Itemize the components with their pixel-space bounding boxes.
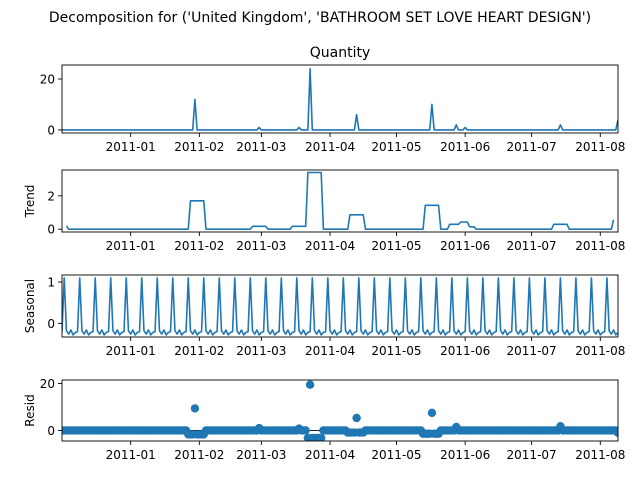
resid-xtick-label: 2011-01 xyxy=(106,448,156,462)
quantity-xtick-label: 2011-05 xyxy=(371,140,421,154)
trend-ylabel: Trend xyxy=(23,185,37,219)
resid-point xyxy=(613,428,618,437)
seasonal-xtick-label: 2011-07 xyxy=(507,344,557,358)
resid-point xyxy=(301,426,310,435)
trend-axes: 0 2 2011-01 2011-02 2011-03 2011-04 2011-05 201… xyxy=(23,169,625,253)
trend-xtick-label: 2011-03 xyxy=(236,239,286,253)
trend-ytick-label: 2 xyxy=(47,189,55,203)
resid-ytick-label: 0 xyxy=(47,424,55,438)
resid-point xyxy=(352,413,361,423)
trend-ytick-label: 0 xyxy=(47,223,55,237)
seasonal-axes-frame xyxy=(61,274,619,338)
resid-ylabel: Resid xyxy=(23,394,37,426)
resid-ytick-label: 20 xyxy=(40,377,55,391)
resid-xtick-label: 2011-06 xyxy=(440,448,490,462)
resid-axes: 0 20 2011-01 2011-02 2011-03 2011-04 2011-05 20… xyxy=(23,377,625,462)
seasonal-xtick-label: 2011-01 xyxy=(106,344,156,358)
figure-suptitle: Decomposition for ('United Kingdom', 'BA… xyxy=(49,10,591,26)
seasonal-xtick-label: 2011-02 xyxy=(174,344,224,358)
resid-xtick-label: 2011-05 xyxy=(371,448,421,462)
quantity-xtick-label: 2011-01 xyxy=(106,140,156,154)
quantity-xtick-label: 2011-07 xyxy=(507,140,557,154)
trend-xtick-label: 2011-05 xyxy=(371,239,421,253)
trend-xtick-label: 2011-01 xyxy=(106,239,156,253)
trend-xtick-label: 2011-08 xyxy=(575,239,625,253)
trend-xtick-label: 2011-07 xyxy=(507,239,557,253)
resid-xtick-label: 2011-03 xyxy=(236,448,286,462)
trend-xtick-label: 2011-06 xyxy=(440,239,490,253)
seasonal-xtick-label: 2011-03 xyxy=(236,344,286,358)
seasonal-series-line xyxy=(62,277,618,336)
quantity-xtick-label: 2011-04 xyxy=(305,140,355,154)
quantity-title: Quantity xyxy=(310,45,371,61)
resid-xtick-label: 2011-02 xyxy=(174,448,224,462)
resid-xtick-label: 2011-07 xyxy=(507,448,557,462)
resid-point xyxy=(316,433,326,441)
trend-xtick-label: 2011-02 xyxy=(174,239,224,253)
quantity-xtick-label: 2011-08 xyxy=(575,140,625,154)
trend-axes-frame xyxy=(61,169,619,233)
trend-series-line xyxy=(65,171,615,230)
resid-point xyxy=(305,380,315,389)
quantity-xtick-label: 2011-06 xyxy=(440,140,490,154)
trend-xtick-label: 2011-04 xyxy=(305,239,355,253)
seasonal-xtick-label: 2011-04 xyxy=(305,344,355,358)
quantity-axes: 0 20 2011-01 2011-02 2011-03 2011-04 2011-05 20… xyxy=(40,45,626,154)
seasonal-axes: 0 1 2011-01 2011-02 2011-03 2011-04 2011-05 201… xyxy=(23,274,625,358)
quantity-series-line xyxy=(62,68,618,131)
resid-xtick-label: 2011-04 xyxy=(305,448,355,462)
seasonal-xtick-label: 2011-08 xyxy=(575,344,625,358)
quantity-xtick-label: 2011-03 xyxy=(236,140,286,154)
resid-axes-frame xyxy=(61,379,619,442)
quantity-ytick-label: 20 xyxy=(40,73,55,87)
seasonal-xtick-label: 2011-06 xyxy=(440,344,490,358)
resid-point xyxy=(427,408,437,418)
quantity-ytick-label: 0 xyxy=(47,123,55,137)
quantity-axes-frame xyxy=(61,64,619,134)
seasonal-xtick-label: 2011-05 xyxy=(371,344,421,358)
resid-xtick-label: 2011-08 xyxy=(575,448,625,462)
seasonal-ytick-label: 1 xyxy=(47,276,55,290)
resid-point xyxy=(190,404,200,413)
seasonal-ytick-label: 0 xyxy=(47,317,55,331)
resid-points xyxy=(62,380,618,441)
seasonal-ylabel: Seasonal xyxy=(23,279,37,333)
quantity-xtick-label: 2011-02 xyxy=(174,140,224,154)
